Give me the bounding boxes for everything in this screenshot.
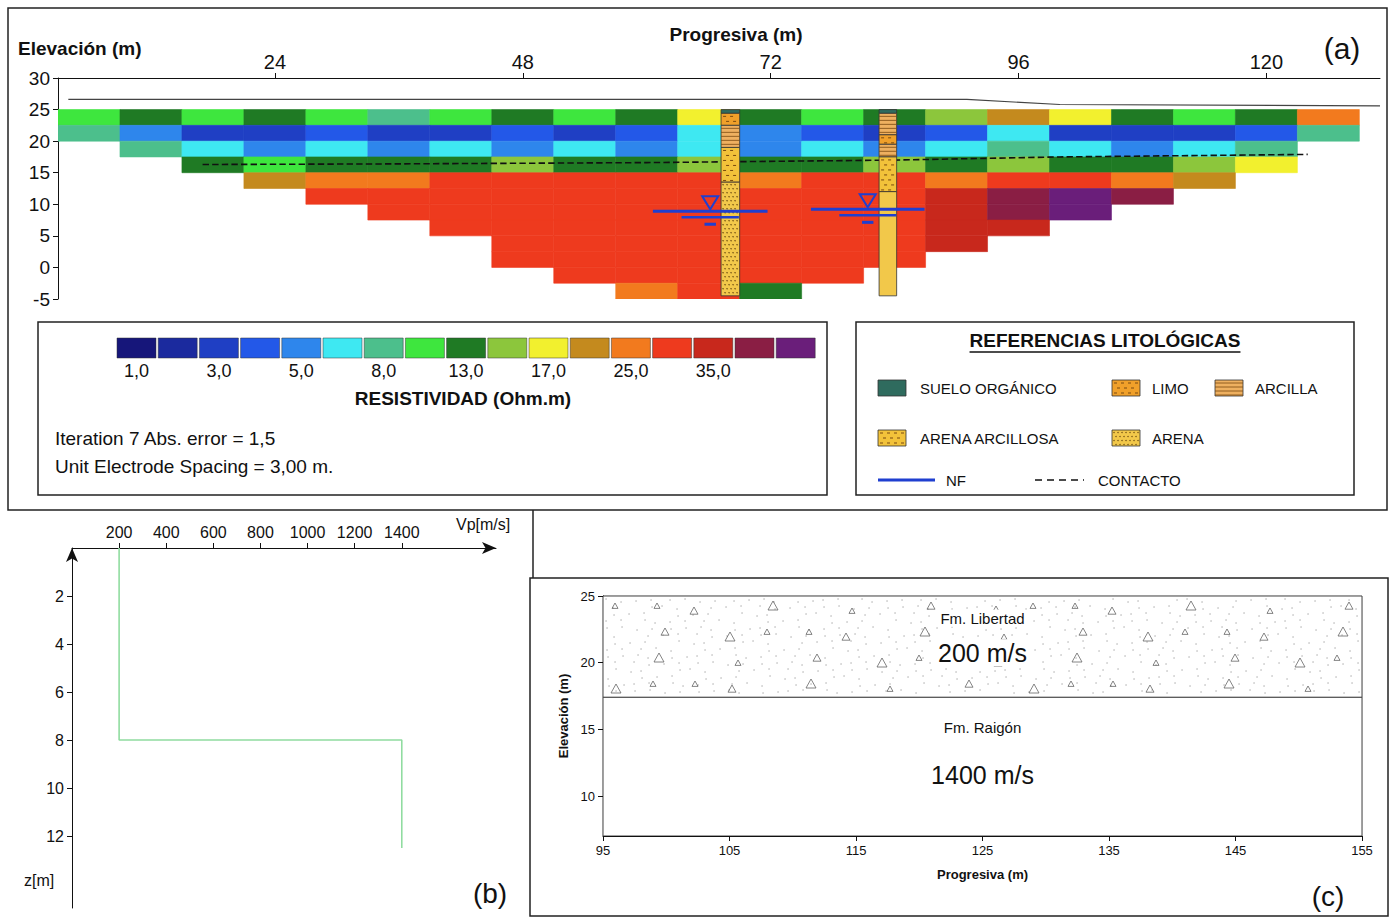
svg-text:25: 25 bbox=[581, 589, 595, 604]
svg-text:20: 20 bbox=[29, 131, 50, 152]
svg-text:25,0: 25,0 bbox=[613, 361, 648, 381]
svg-text:Elevación (m): Elevación (m) bbox=[556, 674, 571, 759]
svg-text:400: 400 bbox=[153, 524, 180, 541]
svg-text:125: 125 bbox=[972, 843, 994, 858]
svg-text:95: 95 bbox=[596, 843, 610, 858]
svg-text:200: 200 bbox=[106, 524, 133, 541]
svg-text:200 m/s: 200 m/s bbox=[938, 639, 1027, 667]
svg-text:10: 10 bbox=[29, 194, 50, 215]
svg-text:3,0: 3,0 bbox=[206, 361, 231, 381]
svg-text:1,0: 1,0 bbox=[124, 361, 149, 381]
svg-text:ARCILLA: ARCILLA bbox=[1255, 380, 1318, 397]
svg-text:(b): (b) bbox=[473, 878, 507, 909]
svg-text:LIMO: LIMO bbox=[1152, 380, 1189, 397]
svg-text:0: 0 bbox=[39, 257, 50, 278]
svg-text:1400: 1400 bbox=[384, 524, 420, 541]
svg-text:120: 120 bbox=[1250, 51, 1283, 73]
svg-text:35,0: 35,0 bbox=[696, 361, 731, 381]
svg-text:2: 2 bbox=[55, 588, 64, 605]
svg-text:ARENA ARCILLOSA: ARENA ARCILLOSA bbox=[920, 430, 1058, 447]
svg-text:600: 600 bbox=[200, 524, 227, 541]
svg-text:25: 25 bbox=[29, 99, 50, 120]
svg-text:4: 4 bbox=[55, 636, 64, 653]
svg-text:20: 20 bbox=[581, 655, 595, 670]
svg-text:135: 135 bbox=[1098, 843, 1120, 858]
svg-text:NF: NF bbox=[946, 472, 966, 489]
svg-text:15: 15 bbox=[581, 722, 595, 737]
svg-text:REFERENCIAS LITOLÓGICAS: REFERENCIAS LITOLÓGICAS bbox=[970, 330, 1241, 351]
svg-text:Iteration 7 Abs. error = 1,5: Iteration 7 Abs. error = 1,5 bbox=[55, 428, 275, 449]
svg-text:6: 6 bbox=[55, 684, 64, 701]
svg-text:-5: -5 bbox=[33, 289, 50, 310]
svg-text:30: 30 bbox=[29, 68, 50, 89]
svg-text:Progresiva (m): Progresiva (m) bbox=[669, 24, 802, 45]
svg-text:Elevación (m): Elevación (m) bbox=[18, 38, 142, 59]
svg-text:z[m]: z[m] bbox=[24, 872, 54, 889]
svg-text:SUELO ORGÁNICO: SUELO ORGÁNICO bbox=[920, 380, 1057, 397]
svg-text:800: 800 bbox=[247, 524, 274, 541]
svg-text:1000: 1000 bbox=[290, 524, 326, 541]
svg-text:5: 5 bbox=[39, 225, 50, 246]
svg-text:Vp[m/s]: Vp[m/s] bbox=[456, 516, 510, 533]
svg-text:Progresiva (m): Progresiva (m) bbox=[937, 867, 1028, 882]
svg-text:CONTACTO: CONTACTO bbox=[1098, 472, 1181, 489]
svg-text:5,0: 5,0 bbox=[289, 361, 314, 381]
svg-text:10: 10 bbox=[581, 789, 595, 804]
svg-text:1400 m/s: 1400 m/s bbox=[931, 761, 1034, 789]
svg-text:ARENA: ARENA bbox=[1152, 430, 1204, 447]
svg-text:155: 155 bbox=[1351, 843, 1373, 858]
svg-text:(a): (a) bbox=[1324, 32, 1361, 65]
svg-text:12: 12 bbox=[46, 828, 64, 845]
svg-text:96: 96 bbox=[1007, 51, 1029, 73]
svg-text:10: 10 bbox=[46, 780, 64, 797]
svg-text:105: 105 bbox=[719, 843, 741, 858]
svg-text:72: 72 bbox=[760, 51, 782, 73]
svg-text:(c): (c) bbox=[1312, 881, 1345, 912]
svg-text:Fm. Libertad: Fm. Libertad bbox=[940, 610, 1024, 627]
svg-text:RESISTIVIDAD (Ohm.m): RESISTIVIDAD (Ohm.m) bbox=[355, 388, 571, 409]
svg-text:48: 48 bbox=[512, 51, 534, 73]
svg-text:115: 115 bbox=[846, 843, 867, 858]
svg-text:17,0: 17,0 bbox=[531, 361, 566, 381]
svg-text:24: 24 bbox=[264, 51, 286, 73]
svg-text:Fm. Raigón: Fm. Raigón bbox=[944, 719, 1022, 736]
svg-text:8: 8 bbox=[55, 732, 64, 749]
svg-text:13,0: 13,0 bbox=[449, 361, 484, 381]
svg-text:145: 145 bbox=[1225, 843, 1247, 858]
svg-text:15: 15 bbox=[29, 162, 50, 183]
svg-text:1200: 1200 bbox=[337, 524, 373, 541]
svg-text:8,0: 8,0 bbox=[371, 361, 396, 381]
svg-text:Unit Electrode Spacing = 3,00: Unit Electrode Spacing = 3,00 m. bbox=[55, 456, 333, 477]
